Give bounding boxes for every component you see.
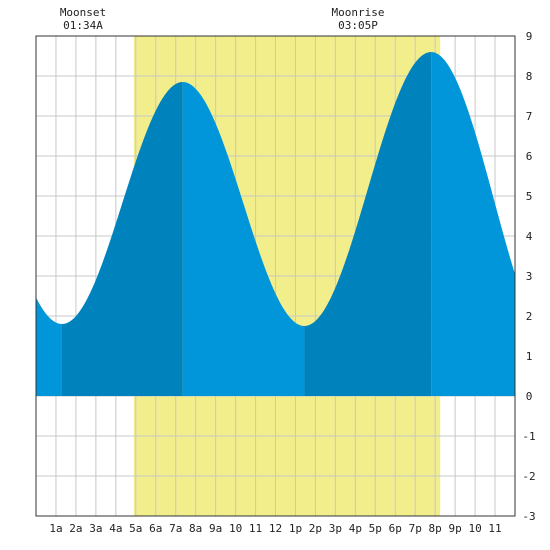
plot-border (35, 35, 516, 517)
x-tick-label: 8p (429, 522, 442, 535)
x-tick-label: 2p (309, 522, 322, 535)
y-tick-label: 9 (526, 30, 533, 43)
tide-falling-segment (36, 297, 62, 396)
x-tick-label: 3a (89, 522, 102, 535)
y-tick-label: 6 (526, 150, 533, 163)
y-tick-label: 2 (526, 310, 533, 323)
x-tick-label: 9a (209, 522, 222, 535)
x-tick-label: 8a (189, 522, 202, 535)
y-tick-label: 0 (526, 390, 533, 403)
tide-rising-segment (304, 52, 432, 396)
x-tick-label: 12 (269, 522, 282, 535)
y-tick-label: 3 (526, 270, 533, 283)
x-tick-label: 1p (289, 522, 302, 535)
x-tick-label: 11 (249, 522, 262, 535)
tide-falling-segment (182, 82, 305, 396)
x-tick-label: 2a (69, 522, 82, 535)
x-tick-label: 7a (169, 522, 182, 535)
y-tick-label: 1 (526, 350, 533, 363)
y-tick-label: 4 (526, 230, 533, 243)
x-tick-label: 11 (488, 522, 501, 535)
x-tick-label: 3p (329, 522, 342, 535)
moonset-label: Moonset (60, 6, 106, 19)
x-tick-label: 4a (109, 522, 122, 535)
x-tick-label: 9p (449, 522, 462, 535)
moonset-time: 01:34A (63, 19, 103, 32)
tide-falling-segment (431, 52, 515, 396)
x-tick-label: 4p (349, 522, 362, 535)
tide-rising-segment (61, 82, 183, 396)
y-tick-label: 5 (526, 190, 533, 203)
x-tick-label: 6a (149, 522, 162, 535)
x-tick-label: 1a (49, 522, 62, 535)
y-tick-label: -2 (522, 470, 535, 483)
x-tick-label: 10 (468, 522, 481, 535)
moonrise-time: 03:05P (338, 19, 378, 32)
x-tick-label: 7p (409, 522, 422, 535)
x-tick-label: 6p (389, 522, 402, 535)
y-tick-label: -1 (522, 430, 535, 443)
x-tick-label: 10 (229, 522, 242, 535)
x-tick-label: 5p (369, 522, 382, 535)
y-tick-label: 7 (526, 110, 533, 123)
x-tick-label: 5a (129, 522, 142, 535)
moonrise-label: Moonrise (332, 6, 385, 19)
y-tick-label: -3 (522, 510, 535, 523)
y-tick-label: 8 (526, 70, 533, 83)
